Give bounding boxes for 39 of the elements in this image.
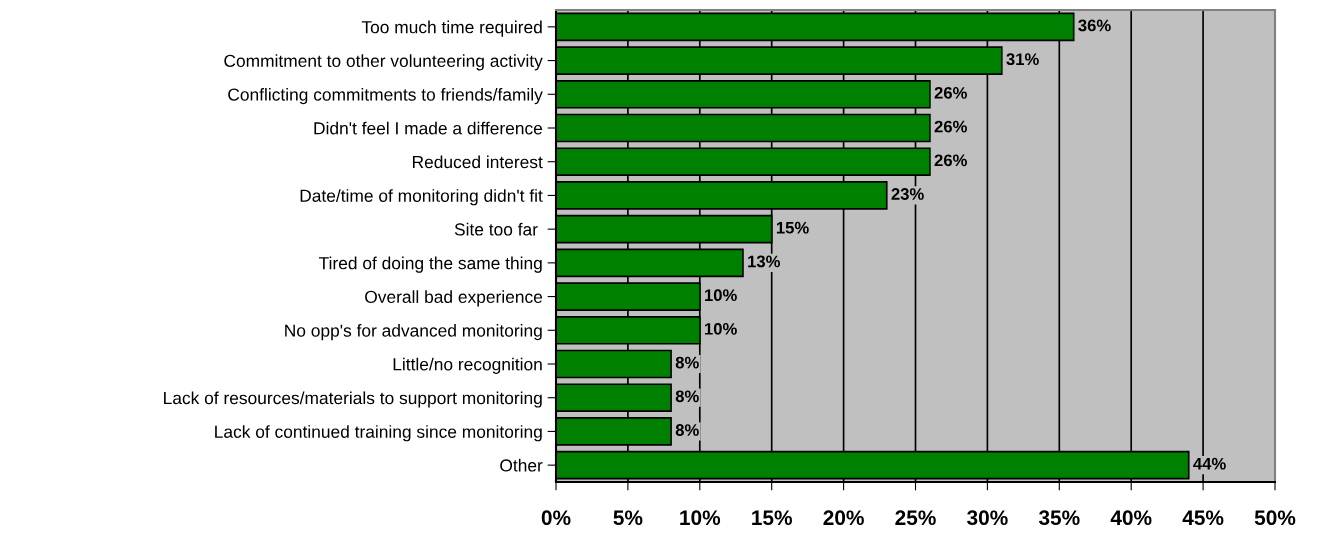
data-label: 44%: [1193, 457, 1226, 470]
y-tick-label: Reduced interest: [412, 155, 543, 169]
x-tick-label: 20%: [823, 510, 864, 526]
data-label: 13%: [748, 255, 781, 268]
x-tick-label: 0%: [541, 510, 571, 526]
data-label: 10%: [705, 322, 737, 335]
data-label: 8%: [675, 424, 699, 436]
x-tick-label: 25%: [895, 510, 936, 526]
x-tick-label: 50%: [1254, 510, 1296, 526]
y-tick-label: Date/time of monitoring didn't fit: [300, 189, 543, 206]
y-tick-label: No opp's for advanced monitoring: [285, 323, 542, 341]
data-label: 26%: [934, 120, 967, 133]
y-tick-label: Tired of doing the same thing: [319, 256, 542, 273]
y-tick-label: Commitment to other volunteering activity: [224, 54, 543, 71]
data-label: 23%: [891, 188, 924, 200]
x-tick-label: 30%: [967, 510, 1008, 526]
data-label: 8%: [675, 356, 699, 369]
y-tick-label: Didn't feel I made a difference: [314, 121, 543, 135]
data-label: 26%: [934, 154, 967, 167]
x-tick-label: 45%: [1182, 510, 1224, 526]
x-tick-label: 5%: [613, 510, 643, 526]
data-label: 26%: [934, 86, 967, 99]
y-tick-label: Lack of continued training since monitoring: [215, 425, 542, 442]
y-tick-label: Too much time required: [361, 20, 542, 37]
y-tick-label: Overall bad experience: [365, 290, 543, 307]
x-tick-label: 40%: [1110, 510, 1152, 526]
data-label: 36%: [1078, 19, 1111, 32]
data-label: 15%: [776, 221, 809, 234]
y-tick-label: Little/no recognition: [393, 357, 542, 374]
x-tick-label: 35%: [1038, 510, 1080, 526]
x-tick-label: 10%: [680, 510, 721, 526]
data-label: 31%: [1006, 53, 1039, 66]
data-label: 10%: [705, 289, 737, 302]
data-label: 8%: [675, 390, 699, 403]
y-tick-label: Conflicting commitments to friends/family: [228, 88, 543, 105]
y-tick-label: Lack of resources/materials to support monitoring: [164, 391, 542, 408]
y-tick-label: Site too far: [454, 222, 538, 236]
y-tick-label: Other: [500, 458, 543, 472]
x-tick-label: 15%: [752, 510, 792, 526]
